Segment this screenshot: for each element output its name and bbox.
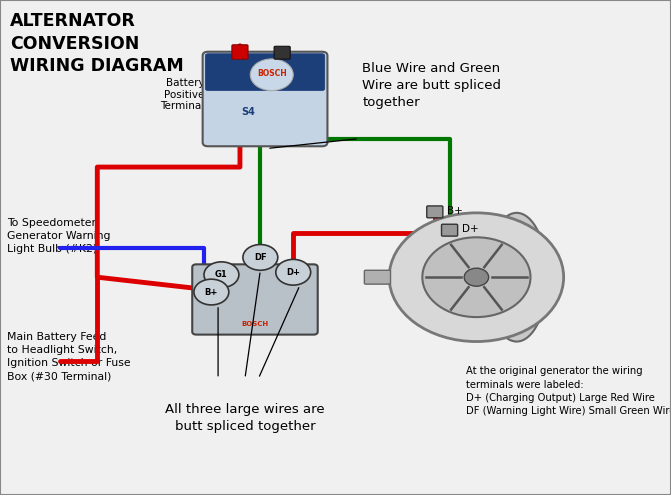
FancyBboxPatch shape — [232, 45, 248, 59]
FancyBboxPatch shape — [364, 270, 391, 284]
Circle shape — [194, 279, 229, 305]
FancyBboxPatch shape — [427, 206, 443, 218]
FancyBboxPatch shape — [192, 264, 318, 335]
Text: At the original generator the wiring
terminals were labeled:
D+ (Charging Output: At the original generator the wiring ter… — [466, 366, 671, 416]
Text: B+: B+ — [205, 288, 218, 297]
Circle shape — [389, 213, 564, 342]
FancyBboxPatch shape — [205, 53, 325, 91]
Text: G1: G1 — [215, 270, 228, 279]
Text: Blue Wire and Green
Wire are butt spliced
together: Blue Wire and Green Wire are butt splice… — [362, 62, 501, 109]
Circle shape — [243, 245, 278, 270]
Text: Battery
Positive
Terminal: Battery Positive Terminal — [160, 78, 205, 111]
Text: BOSCH: BOSCH — [257, 69, 287, 78]
Text: D+: D+ — [287, 268, 300, 277]
Circle shape — [204, 262, 239, 288]
Text: To Speedometer
Generator Warning
Light Bulb (#K2): To Speedometer Generator Warning Light B… — [7, 218, 110, 254]
Circle shape — [464, 268, 488, 286]
Text: Main Battery Feed
to Headlight Switch,
Ignition Switch or Fuse
Box (#30 Terminal: Main Battery Feed to Headlight Switch, I… — [7, 332, 130, 381]
FancyBboxPatch shape — [442, 224, 458, 236]
Text: B+: B+ — [447, 206, 462, 216]
Text: ALTERNATOR
CONVERSION
WIRING DIAGRAM: ALTERNATOR CONVERSION WIRING DIAGRAM — [10, 12, 184, 75]
Circle shape — [276, 259, 311, 285]
Text: BOSCH: BOSCH — [242, 321, 268, 327]
Text: D+: D+ — [462, 224, 478, 234]
Text: DF: DF — [254, 253, 266, 262]
Circle shape — [422, 237, 531, 317]
FancyBboxPatch shape — [274, 47, 290, 59]
Text: S4: S4 — [242, 107, 255, 117]
Ellipse shape — [486, 213, 547, 342]
Circle shape — [250, 59, 293, 91]
FancyBboxPatch shape — [203, 52, 327, 147]
Text: All three large wires are
butt spliced together: All three large wires are butt spliced t… — [165, 403, 325, 434]
